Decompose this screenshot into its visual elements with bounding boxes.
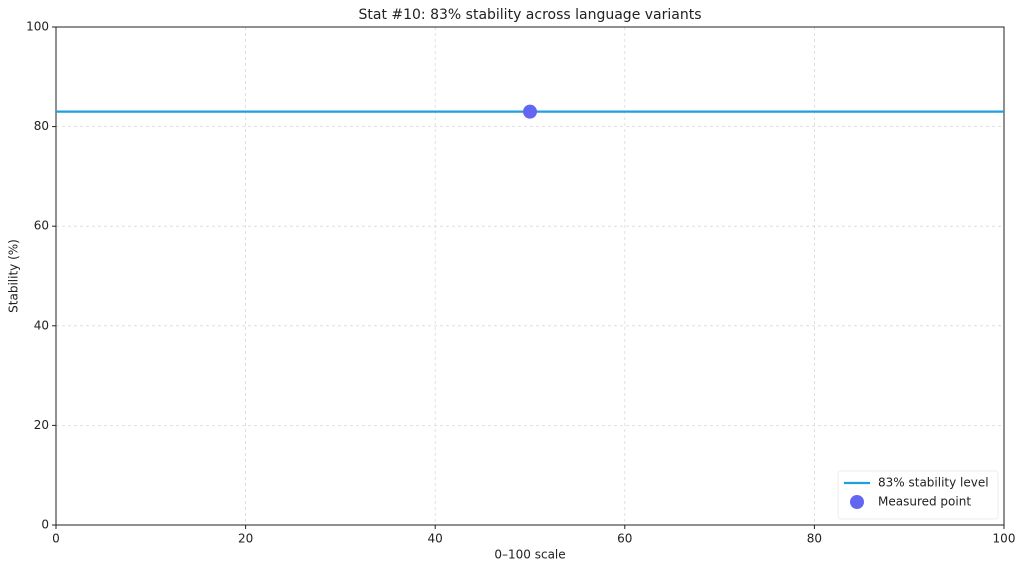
y-tick-label: 100: [26, 20, 49, 34]
x-tick-label: 80: [807, 532, 822, 546]
y-tick-label: 40: [34, 318, 49, 332]
chart-title: Stat #10: 83% stability across language …: [358, 7, 701, 23]
legend-box: [837, 470, 999, 520]
y-tick-label: 60: [34, 219, 49, 233]
y-tick-label: 80: [34, 119, 49, 133]
point: [523, 104, 537, 119]
legend-label: Measured point: [878, 495, 971, 509]
x-tick-label: 40: [428, 532, 443, 546]
y-tick-label: 0: [41, 518, 49, 532]
x-tick-label: 20: [238, 532, 253, 546]
x-tick-label: 100: [993, 532, 1016, 546]
legend-label: 83% stability level: [878, 476, 989, 490]
x-tick-label: 60: [617, 532, 632, 546]
y-tick-label: 20: [34, 418, 49, 432]
legend-marker: [850, 495, 864, 509]
y-axis-label: Stability (%): [7, 239, 21, 313]
plot-frame: [55, 26, 1005, 526]
x-axis-label: 0–100 scale: [494, 548, 565, 562]
x-tick-label: 0: [52, 532, 60, 546]
